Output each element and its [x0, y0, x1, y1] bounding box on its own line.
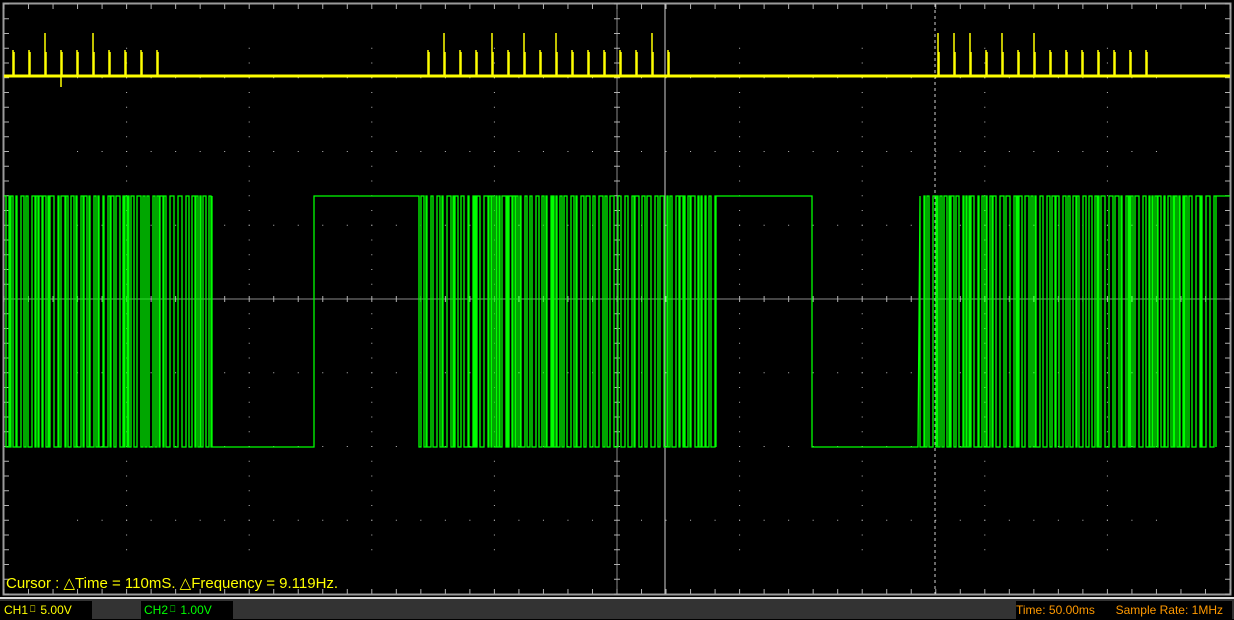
oscilloscope-display[interactable]	[0, 0, 1234, 596]
time-per-div: Time: 50.00ms	[1016, 603, 1095, 617]
ch1-waveform	[12, 33, 1148, 87]
ch1-label: CH1	[4, 603, 29, 617]
dc-coupling-icon: ⎕	[30, 604, 36, 614]
ch2-indicator[interactable]: CH2 ⎕ 1.00V	[141, 601, 233, 619]
status-bar: CH1 ⎕ 5.00V CH2 ⎕ 1.00V Time: 50.00ms Sample…	[0, 597, 1234, 619]
sample-rate: Sample Rate: 1MHz	[1115, 603, 1223, 617]
timebase-info: Time: 50.00ms Sample Rate: 1MHz	[1016, 601, 1232, 619]
ch2-label: CH2	[144, 603, 169, 617]
time-cursors[interactable]	[664, 4, 936, 594]
cursor-readout: Cursor : △Time = 110mS. △Frequency = 9.1…	[6, 575, 339, 592]
graticule	[3, 3, 1231, 595]
ch2-scale: 1.00V	[180, 603, 212, 617]
ch1-scale: 5.00V	[40, 603, 72, 617]
dc-coupling-icon: ⎕	[170, 604, 176, 614]
ch1-indicator[interactable]: CH1 ⎕ 5.00V	[0, 601, 92, 619]
ch2-waveform	[4, 195, 1230, 448]
